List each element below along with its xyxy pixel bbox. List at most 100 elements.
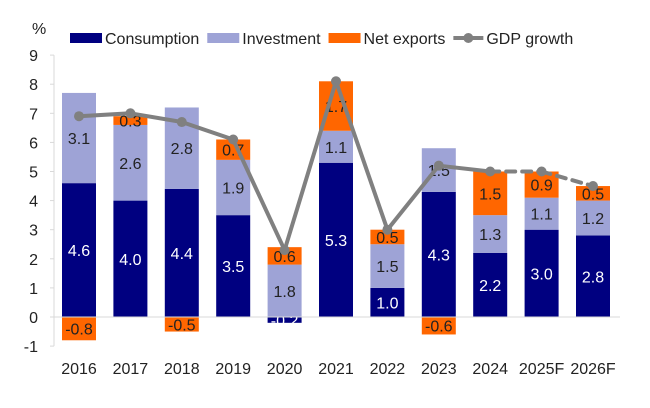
bar-investment	[576, 200, 610, 236]
data-label: -0.5	[168, 317, 196, 334]
bar-investment	[370, 244, 405, 288]
bar-investment	[267, 264, 302, 317]
y-tick-label: 8	[29, 77, 38, 94]
bar-investment	[62, 92, 96, 184]
data-label: -0.8	[65, 322, 93, 339]
bar-consumption	[113, 200, 148, 317]
bar-net-exports	[473, 171, 508, 216]
y-tick-label: 3	[29, 223, 38, 240]
gdp-growth-line-segment	[77, 111, 133, 119]
data-label: 4.0	[119, 252, 141, 269]
x-tick-label: 2020	[267, 361, 303, 378]
y-tick-label: 5	[29, 165, 38, 182]
data-label: 1.1	[325, 140, 347, 157]
y-tick-label: 4	[29, 194, 38, 211]
gdp-growth-point	[485, 166, 496, 177]
gdp-growth-point	[331, 76, 341, 87]
gdp-growth-line-segment	[539, 169, 595, 189]
y-axis-unit: %	[32, 21, 46, 38]
gdp-growth-point	[433, 160, 444, 171]
x-tick-label: 2022	[370, 361, 406, 378]
x-tick-label: 2021	[318, 361, 354, 378]
data-label: 1.2	[582, 211, 604, 228]
bar-net-exports	[576, 186, 610, 201]
data-label: 2.6	[119, 156, 141, 173]
bar-net-exports	[370, 229, 405, 245]
gdp-growth-point	[536, 166, 547, 177]
bar-consumption	[319, 162, 353, 317]
bar-net-exports	[421, 317, 456, 335]
bar-investment	[473, 215, 508, 253]
gdp-growth-line-segment	[179, 120, 236, 142]
data-label: 0.5	[376, 230, 398, 247]
data-label: 4.6	[68, 243, 90, 260]
bar-investment	[216, 159, 251, 216]
x-tick-label: 2017	[113, 361, 149, 378]
data-label: 3.5	[222, 259, 244, 276]
data-label: 0.5	[582, 186, 604, 203]
data-label: 0.6	[273, 249, 295, 266]
data-label: 2.2	[479, 278, 501, 295]
bar-consumption	[370, 287, 405, 317]
gdp-growth-point	[279, 245, 290, 256]
y-tick-label: 0	[29, 310, 38, 327]
data-label: 1.5	[376, 259, 398, 276]
bar-consumption	[576, 235, 610, 317]
bar-consumption	[216, 215, 251, 317]
gdp-growth-point	[125, 108, 136, 119]
legend-label: Consumption	[105, 31, 199, 48]
gdp-growth-line-segment	[334, 79, 390, 232]
x-tick-label: 2016	[61, 361, 97, 378]
legend-swatch	[328, 33, 361, 43]
gdp-growth-line-segment	[128, 111, 184, 125]
data-label: 1.1	[530, 207, 552, 224]
bar-net-exports	[62, 317, 96, 341]
gdp-growth-point	[588, 181, 598, 192]
bar-net-exports	[164, 317, 199, 332]
y-tick-label: 7	[29, 106, 38, 123]
gdp-growth-point	[74, 111, 84, 122]
y-tick-label: -1	[24, 339, 38, 356]
data-label: 0.9	[530, 178, 552, 195]
x-tick-label: 2019	[215, 361, 251, 378]
gdp-growth-point	[382, 224, 393, 235]
bar-investment	[524, 197, 559, 230]
legend-marker	[463, 33, 474, 43]
y-tick-label: 6	[29, 135, 38, 152]
data-label: 1.0	[376, 295, 398, 312]
legend-label: GDP growth	[486, 31, 573, 48]
data-label: 1.8	[273, 284, 295, 301]
data-label: 4.4	[171, 246, 193, 263]
legend-label: Net exports	[364, 31, 446, 48]
data-label: 4.3	[428, 247, 450, 264]
x-tick-label: 2024	[472, 361, 508, 378]
y-tick-label: 2	[29, 252, 38, 269]
gdp-growth-point	[176, 117, 187, 128]
bar-consumption	[473, 252, 508, 317]
gdp-growth-line-segment	[385, 163, 441, 232]
legend-label: Investment	[242, 31, 321, 48]
data-label: -0.6	[425, 319, 453, 336]
data-label: 5.3	[325, 233, 347, 250]
data-label: 3.1	[68, 131, 90, 148]
gdp-growth-point	[228, 134, 239, 145]
data-label: 2.8	[582, 269, 604, 286]
data-label: 1.3	[479, 227, 501, 244]
gdp-growth-line-segment	[231, 137, 287, 253]
bar-consumption	[62, 183, 96, 317]
bar-net-exports	[267, 247, 302, 265]
bar-investment	[113, 124, 148, 201]
legend-swatch	[207, 33, 240, 43]
bar-consumption	[267, 317, 302, 323]
bar-consumption	[524, 229, 559, 317]
bar-consumption	[164, 188, 199, 317]
y-tick-label: 1	[29, 281, 38, 298]
bar-consumption	[421, 191, 456, 317]
x-tick-label: 2018	[164, 361, 200, 378]
gdp-growth-line-segment	[436, 163, 493, 174]
x-tick-label: 2026F	[570, 361, 616, 378]
x-tick-label: 2025F	[519, 361, 565, 378]
data-label: 1.5	[479, 186, 501, 203]
